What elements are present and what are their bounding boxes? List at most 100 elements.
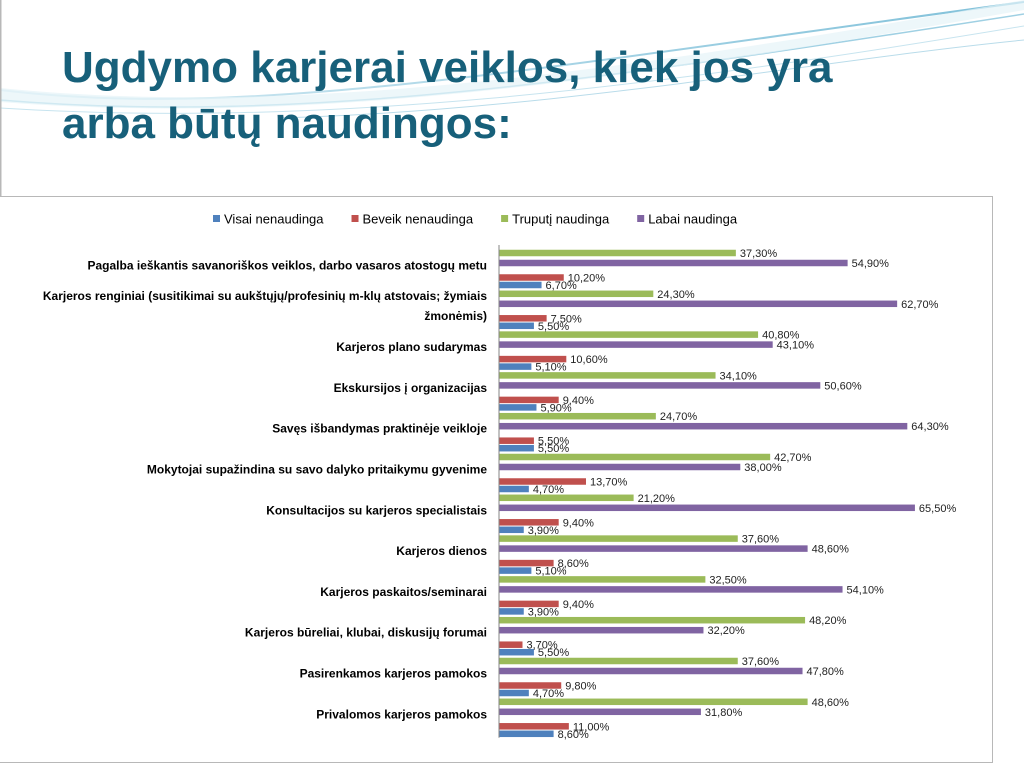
- data-label-visai-nenaudinga: 8,60%: [558, 729, 589, 741]
- bar-chart: Visai nenaudinga Beveik nenaudinga Truputį…: [43, 212, 957, 741]
- bar-labai-naudinga: [499, 259, 848, 267]
- data-label-truputi-naudinga: 48,20%: [809, 615, 847, 627]
- bar-labai-naudinga: [499, 667, 803, 675]
- category-label: Karjeros dienos: [396, 544, 487, 558]
- data-label-beveik-nenaudinga: 3,70%: [526, 640, 557, 652]
- bar-beveik-nenaudinga: [499, 519, 559, 526]
- legend-swatch-truputi-naudinga: [501, 215, 509, 222]
- bar-truputi-naudinga: [499, 290, 654, 298]
- bar-visai-nenaudinga: [499, 526, 524, 534]
- chart-legend: Visai nenaudinga Beveik nenaudinga Truputį…: [213, 212, 738, 227]
- bar-visai-nenaudinga: [499, 363, 532, 370]
- bar-visai-nenaudinga: [499, 648, 534, 656]
- data-label-beveik-nenaudinga: 9,40%: [563, 395, 594, 407]
- data-label-truputi-naudinga: 34,10%: [720, 370, 758, 382]
- data-label-labai-naudinga: 62,70%: [901, 299, 939, 311]
- bar-beveik-nenaudinga: [499, 682, 562, 689]
- bar-labai-naudinga: [499, 708, 701, 716]
- data-label-truputi-naudinga: 37,60%: [742, 656, 780, 668]
- decorative-swoosh: [0, 25, 1024, 114]
- legend-swatch-visai-nenaudinga: [213, 215, 220, 222]
- data-label-visai-nenaudinga: 5,50%: [538, 321, 569, 333]
- data-label-beveik-nenaudinga: 8,60%: [558, 558, 589, 570]
- bar-visai-nenaudinga: [499, 444, 534, 452]
- data-label-labai-naudinga: 38,00%: [744, 462, 782, 474]
- legend-label-labai-naudinga: Labai naudinga: [648, 212, 738, 227]
- data-label-labai-naudinga: 43,10%: [777, 340, 815, 352]
- bar-labai-naudinga: [499, 504, 915, 512]
- data-label-beveik-nenaudinga: 5,50%: [538, 436, 569, 448]
- data-label-visai-nenaudinga: 4,70%: [533, 484, 564, 496]
- legend-label-visai-nenaudinga: Visai nenaudinga: [224, 212, 324, 227]
- data-label-visai-nenaudinga: 5,50%: [538, 443, 569, 455]
- data-label-visai-nenaudinga: 5,50%: [538, 647, 569, 659]
- data-label-labai-naudinga: 47,80%: [807, 666, 845, 678]
- data-label-truputi-naudinga: 21,20%: [638, 493, 676, 505]
- data-label-beveik-nenaudinga: 9,40%: [563, 517, 594, 529]
- bar-visai-nenaudinga: [499, 730, 554, 738]
- bar-beveik-nenaudinga: [499, 641, 523, 648]
- bar-labai-naudinga: [499, 300, 898, 308]
- bar-truputi-naudinga: [499, 535, 738, 542]
- bar-truputi-naudinga: [499, 657, 738, 665]
- data-label-beveik-nenaudinga: 11,00%: [573, 721, 610, 733]
- data-label-truputi-naudinga: 24,70%: [660, 411, 698, 423]
- data-label-labai-naudinga: 65,50%: [919, 503, 957, 515]
- data-label-truputi-naudinga: 24,30%: [657, 289, 695, 301]
- data-label-truputi-naudinga: 42,70%: [774, 452, 812, 464]
- category-label: Pagalba ieškantis savanoriškos veiklos, …: [88, 259, 488, 273]
- bar-beveik-nenaudinga: [499, 274, 564, 281]
- bar-truputi-naudinga: [499, 494, 634, 502]
- data-label-truputi-naudinga: 48,60%: [812, 697, 850, 709]
- data-label-visai-nenaudinga: 3,90%: [528, 525, 559, 537]
- bar-labai-naudinga: [499, 422, 908, 430]
- bar-beveik-nenaudinga: [499, 315, 547, 322]
- bar-visai-nenaudinga: [499, 485, 529, 493]
- data-label-labai-naudinga: 31,80%: [705, 707, 743, 719]
- data-label-beveik-nenaudinga: 9,80%: [565, 681, 596, 693]
- data-label-labai-naudinga: 50,60%: [824, 380, 862, 392]
- category-label: Ekskursijos į organizacijas: [334, 381, 488, 395]
- legend-swatch-labai-naudinga: [637, 215, 645, 222]
- data-label-truputi-naudinga: 37,30%: [740, 248, 778, 260]
- category-label: Pasirenkamos karjeros pamokos: [300, 667, 488, 681]
- decorative-swoosh: [279, 39, 1024, 119]
- data-label-beveik-nenaudinga: 10,20%: [568, 273, 606, 285]
- data-label-visai-nenaudinga: 6,70%: [546, 280, 577, 292]
- bar-beveik-nenaudinga: [499, 723, 569, 730]
- legend-label-truputi-naudinga: Truputį naudinga: [512, 212, 610, 227]
- data-label-visai-nenaudinga: 5,10%: [535, 362, 566, 374]
- data-label-labai-naudinga: 64,30%: [911, 421, 949, 433]
- bar-beveik-nenaudinga: [499, 478, 586, 485]
- slide-title-line-1: Ugdymo karjerai veiklos, kiek jos yra: [62, 43, 833, 92]
- bar-beveik-nenaudinga: [499, 600, 559, 608]
- data-label-visai-nenaudinga: 4,70%: [533, 688, 564, 700]
- bar-labai-naudinga: [499, 382, 821, 389]
- data-label-visai-nenaudinga: 5,10%: [535, 566, 566, 578]
- slide-title: Ugdymo karjerai veiklos, kiek jos yra ar…: [62, 40, 962, 152]
- category-label: Karjeros būreliai, klubai, diskusijų for…: [245, 626, 487, 640]
- category-label: Mokytojai supažindina su savo dalyko pri…: [147, 463, 487, 477]
- data-label-visai-nenaudinga: 5,90%: [540, 402, 571, 414]
- bar-truputi-naudinga: [499, 249, 736, 257]
- bar-visai-nenaudinga: [499, 322, 534, 330]
- slide-title-line-2: arba būtų naudingos:: [62, 99, 512, 148]
- chart-bars: [499, 249, 915, 738]
- bar-truputi-naudinga: [499, 453, 771, 461]
- bar-truputi-naudinga: [499, 412, 656, 420]
- bar-truputi-naudinga: [499, 698, 808, 706]
- bar-visai-nenaudinga: [499, 281, 542, 289]
- data-label-labai-naudinga: 32,20%: [707, 625, 745, 637]
- bar-visai-nenaudinga: [499, 567, 532, 574]
- bar-truputi-naudinga: [499, 576, 706, 583]
- category-label: Karjeros renginiai (susitikimai su aukšt…: [43, 289, 487, 303]
- data-label-beveik-nenaudinga: 13,70%: [590, 477, 628, 489]
- data-label-beveik-nenaudinga: 7,50%: [551, 313, 582, 325]
- bar-beveik-nenaudinga: [499, 396, 559, 404]
- bar-labai-naudinga: [499, 463, 741, 471]
- bar-labai-naudinga: [499, 586, 843, 593]
- data-label-beveik-nenaudinga: 9,40%: [563, 599, 594, 611]
- legend-swatch-beveik-nenaudinga: [351, 215, 359, 222]
- bar-visai-nenaudinga: [499, 608, 524, 615]
